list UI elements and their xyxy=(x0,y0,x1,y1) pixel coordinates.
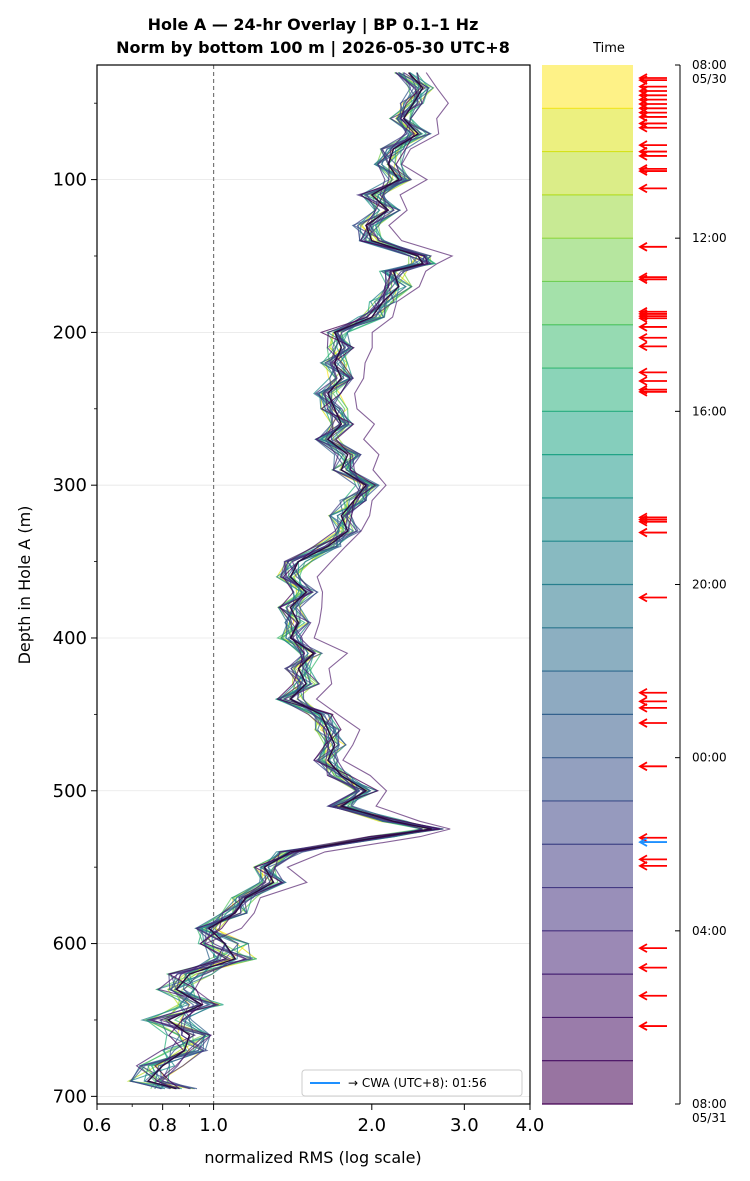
legend-label: → CWA (UTC+8): 01:56 xyxy=(348,1076,487,1090)
series-line xyxy=(146,72,431,1090)
event-arrow-head xyxy=(638,718,648,728)
event-arrow-head xyxy=(638,943,648,953)
event-arrow-head xyxy=(638,703,648,713)
time-tick-label: 05/30 xyxy=(692,72,727,86)
event-arrow-head xyxy=(638,166,648,176)
event-arrow-head xyxy=(638,990,648,1001)
colorbar-segment xyxy=(542,541,633,585)
x-tick-label: 3.0 xyxy=(450,1115,479,1136)
y-tick-label: 100 xyxy=(53,170,87,191)
event-arrow-head xyxy=(638,313,648,324)
event-arrow-head xyxy=(638,332,648,343)
time-colorbar: 08:0005/3012:0016:0020:0000:0004:0008:00… xyxy=(542,58,727,1125)
event-arrow-head xyxy=(638,242,648,252)
time-tick-label: 12:00 xyxy=(692,231,727,245)
event-arrow-head xyxy=(638,75,648,85)
series-line xyxy=(129,72,432,1090)
colorbar-segment xyxy=(542,757,633,801)
colorbar-segment xyxy=(542,238,633,282)
event-arrow-head xyxy=(638,1021,648,1031)
event-arrow-head xyxy=(638,112,648,122)
event-arrow-head xyxy=(638,592,648,603)
colorbar-segment xyxy=(542,627,633,672)
event-arrow-head xyxy=(638,341,648,352)
time-tick-label: 04:00 xyxy=(692,924,727,938)
y-tick-label: 600 xyxy=(53,934,87,955)
time-tick-label: 08:00 xyxy=(692,1097,727,1111)
x-tick-label: 2.0 xyxy=(357,1115,386,1136)
series-line xyxy=(153,72,440,1090)
x-tick-label: 4.0 xyxy=(516,1115,545,1136)
colorbar-segment xyxy=(542,108,633,152)
x-tick-label: 1.0 xyxy=(199,1115,228,1136)
event-arrow-head xyxy=(638,140,648,150)
colorbar-segment xyxy=(542,65,633,109)
y-axis-label: Depth in Hole A (m) xyxy=(15,506,34,665)
colorbar-segment xyxy=(542,151,633,195)
colorbar-segment xyxy=(542,887,633,931)
time-tick-label: 00:00 xyxy=(692,751,727,765)
colorbar-segment xyxy=(542,324,633,369)
series-line-median xyxy=(146,72,432,1090)
colorbar-segment xyxy=(542,800,633,845)
event-arrow-head xyxy=(638,861,648,871)
series-line xyxy=(155,72,454,1090)
x-tick-label: 0.8 xyxy=(148,1115,177,1136)
event-arrow-head xyxy=(638,274,648,285)
colorbar-segment xyxy=(542,974,633,1018)
time-tick-label: 20:00 xyxy=(692,578,727,592)
colorbar-segment xyxy=(542,454,633,498)
series-line xyxy=(158,72,436,1090)
y-tick-label: 700 xyxy=(53,1086,87,1107)
colorbar-segment xyxy=(542,671,633,715)
event-arrow-head xyxy=(638,962,648,973)
event-arrow-head xyxy=(638,527,648,538)
colorbar-segment xyxy=(542,281,633,325)
colorbar-segment xyxy=(542,497,633,542)
colorbar-label: Time xyxy=(592,41,625,56)
y-tick-label: 300 xyxy=(53,475,87,496)
colorbar-segment xyxy=(542,1017,633,1061)
colorbar-segment xyxy=(542,411,633,455)
x-axis-label: normalized RMS (log scale) xyxy=(204,1148,421,1167)
event-arrow-head xyxy=(638,376,648,386)
event-arrow-head xyxy=(638,696,648,707)
legend-box xyxy=(301,1069,523,1097)
y-tick-label: 200 xyxy=(53,322,87,343)
event-arrow-head xyxy=(638,761,648,772)
event-arrow-head xyxy=(638,854,648,865)
colorbar-segment xyxy=(542,930,633,975)
event-arrow-head xyxy=(638,183,648,194)
y-tick-label: 500 xyxy=(53,781,87,802)
event-arrow-head xyxy=(638,151,648,161)
time-tick-label: 16:00 xyxy=(692,404,727,418)
event-arrow-head xyxy=(638,516,648,527)
series-line xyxy=(154,72,444,1090)
colorbar-segment xyxy=(542,714,633,758)
time-tick-label: 08:00 xyxy=(692,58,727,72)
cwa-arrow-head xyxy=(638,837,648,847)
colorbar-segment xyxy=(542,844,633,888)
event-arrow-head xyxy=(638,367,648,378)
colorbar-segment xyxy=(542,368,633,412)
colorbar-segment xyxy=(542,584,633,628)
colorbar-segment xyxy=(542,194,633,239)
colorbar-segment xyxy=(542,1060,633,1104)
event-arrow-head xyxy=(638,387,648,397)
plot-frame xyxy=(96,64,531,1105)
event-arrow-head xyxy=(638,687,648,698)
chart-title-line-1: Hole A — 24-hr Overlay | BP 0.1–1 Hz xyxy=(148,15,479,35)
x-tick-label: 0.6 xyxy=(83,1115,112,1136)
time-tick-label: 05/31 xyxy=(692,1111,727,1125)
event-arrow-head xyxy=(638,322,648,332)
main-plot-area: 100 200 300 400 500 600 700 0.6 0.8 1.0 2.0 3.0 4.0 →… xyxy=(53,64,545,1136)
y-tick-label: 400 xyxy=(53,628,87,649)
chart-title-line-2: Norm by bottom 100 m | 2026-05-30 UTC+8 xyxy=(116,38,510,58)
event-arrow-head xyxy=(638,122,648,133)
